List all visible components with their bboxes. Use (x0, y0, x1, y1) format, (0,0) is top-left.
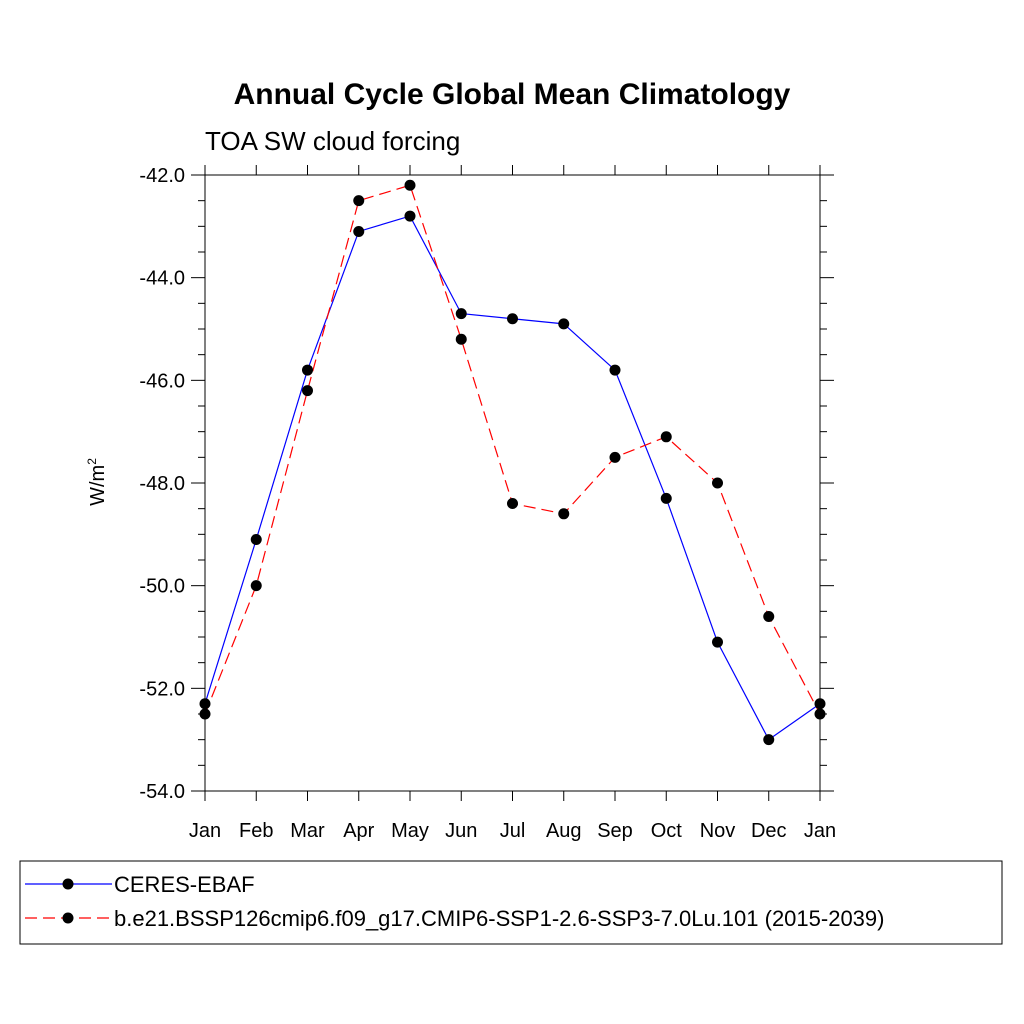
series-2-point (455, 333, 467, 345)
x-tick-label: Jul (500, 820, 526, 842)
legend: CERES-EBAF b.e21.BSSP126cmip6.f09_g17.CMI… (19, 860, 1003, 945)
series-2-point (660, 431, 672, 443)
series-2-point (404, 179, 416, 191)
y-tick-label: -46.0 (139, 370, 185, 392)
axis-ticks: Jan Feb Mar Apr May Jun Jul Aug Sep Oct Nov Dec Jan-… (139, 165, 836, 842)
series-2-point (814, 708, 826, 720)
x-tick-label: Mar (290, 820, 325, 842)
series-1-point (199, 698, 211, 710)
plot-frame (204, 174, 821, 792)
legend-box (19, 860, 1003, 945)
chart-title: Annual Cycle Global Mean Climatology (234, 78, 791, 111)
legend-label-2: b.e21.BSSP126cmip6.f09_g17.CMIP6-SSP1-2.… (114, 906, 884, 931)
x-tick-label: Aug (546, 820, 582, 842)
series-1-point (353, 225, 365, 237)
y-tick-label: -44.0 (139, 268, 185, 290)
y-tick-label: -54.0 (139, 781, 185, 803)
x-tick-label: Dec (751, 820, 787, 842)
series-2-point (199, 708, 211, 720)
series-2-point (250, 580, 262, 592)
x-tick-label: Jan (804, 820, 836, 842)
series-2-point (507, 498, 518, 510)
series-1-point (712, 636, 723, 648)
y-tick-label: -42.0 (139, 165, 185, 187)
series-1-point (660, 492, 672, 504)
series-group (199, 179, 826, 746)
series-1-point (814, 698, 826, 710)
series-1-point (404, 210, 416, 222)
x-tick-label: Nov (700, 820, 736, 842)
series-2-point (558, 508, 570, 520)
series-line-2 (204, 184, 821, 715)
series-1-point (302, 364, 313, 376)
series-2-point (763, 610, 775, 622)
series-2-point (302, 385, 313, 397)
x-tick-label: Feb (239, 820, 273, 842)
y-tick-label: -52.0 (139, 678, 185, 700)
x-tick-label: May (391, 820, 429, 842)
series-2-point (609, 451, 621, 463)
x-tick-label: Jun (445, 820, 477, 842)
legend-label-1: CERES-EBAF (114, 872, 255, 897)
y-axis-label: W/m2 (85, 458, 109, 506)
series-2-point (712, 477, 723, 489)
series-2-point (353, 195, 365, 207)
y-axis-label-superscript: 2 (85, 458, 99, 465)
series-line-1 (204, 215, 821, 741)
x-tick-label: Oct (651, 820, 683, 842)
series-1-point (507, 313, 518, 325)
y-axis-label-text: W/m (87, 465, 109, 506)
y-tick-label: -50.0 (139, 576, 185, 598)
series-1-point (558, 318, 570, 330)
x-tick-label: Apr (343, 820, 374, 842)
chart-subtitle: TOA SW cloud forcing (205, 126, 460, 156)
series-1-point (609, 364, 621, 376)
series-1-point (763, 734, 775, 746)
y-tick-label: -48.0 (139, 473, 185, 495)
legend-marker-2 (62, 912, 74, 924)
x-tick-label: Sep (597, 820, 633, 842)
series-1-point (250, 533, 262, 545)
series-1-point (455, 308, 467, 320)
x-tick-label: Jan (189, 820, 221, 842)
legend-marker-1 (62, 878, 74, 890)
